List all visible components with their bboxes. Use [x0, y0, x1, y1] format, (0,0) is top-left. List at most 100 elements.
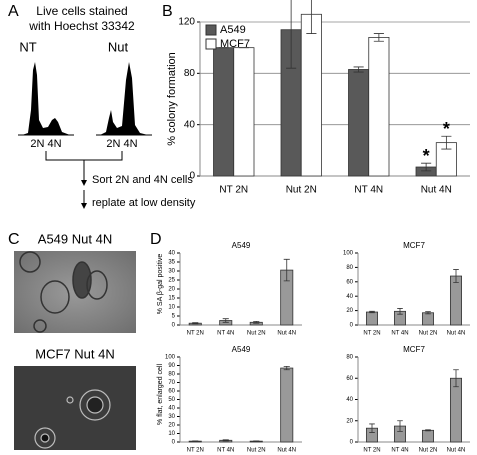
- y-tick-label: 15: [168, 296, 175, 302]
- y-tick-label: 80: [184, 68, 196, 79]
- x-tick-label: Nut 2N: [247, 448, 266, 454]
- y-tick-label: 60: [346, 279, 353, 285]
- error-bar: [369, 310, 375, 314]
- error-bar: [369, 423, 375, 433]
- x-tick-label: Nut 4N: [421, 185, 452, 196]
- error-bar: [453, 269, 459, 283]
- y-tick-label: 80: [168, 372, 175, 378]
- error-bar: [397, 308, 403, 315]
- bar: [421, 312, 434, 326]
- legend-swatch: [205, 38, 217, 50]
- bar: [449, 275, 462, 326]
- legend-label: A549: [220, 24, 246, 36]
- y-tick-label: 120: [178, 17, 195, 28]
- y-tick-label: 0: [350, 440, 354, 446]
- chart-title: A549: [232, 241, 251, 250]
- error-bar: [192, 322, 199, 325]
- x-tick-label: Nut 2N: [419, 331, 438, 337]
- x-tick-label: Nut 4N: [447, 448, 466, 454]
- x-tick-label: NT 2N: [187, 448, 204, 454]
- diagram-text: 2N 4N: [106, 138, 137, 150]
- error-bar: [192, 440, 199, 442]
- diagram-text: 2N 4N: [30, 138, 61, 150]
- image-label: MCF7 Nut 4N: [35, 346, 114, 361]
- legend-label: MCF7: [220, 38, 250, 50]
- x-tick-label: NT 4N: [391, 331, 408, 337]
- x-tick-label: NT 4N: [391, 448, 408, 454]
- x-tick-label: NT 4N: [217, 448, 234, 454]
- y-tick-label: 35: [168, 260, 175, 266]
- y-tick-label: 60: [346, 376, 353, 382]
- x-tick-label: NT 4N: [217, 331, 234, 337]
- bar: [300, 13, 322, 177]
- y-tick-label: 0: [189, 171, 195, 182]
- x-tick-label: NT 4N: [354, 185, 383, 196]
- x-tick-label: NT 2N: [219, 185, 248, 196]
- y-tick-label: 0: [350, 323, 354, 329]
- bar: [348, 69, 370, 177]
- diagram-text: NT: [19, 39, 36, 54]
- image-label: A549 Nut 4N: [38, 231, 112, 246]
- y-tick-label: 40: [168, 251, 175, 257]
- error-bar: [222, 439, 229, 442]
- diagram-text: with Hoechst 33342: [28, 19, 135, 33]
- annotation: *: [443, 119, 450, 139]
- error-bar: [253, 440, 260, 442]
- error-bar: [453, 369, 459, 388]
- y-axis-label: % SA β-gal positive: [157, 254, 164, 315]
- y-tick-label: 100: [165, 355, 176, 361]
- y-axis-label: % flat, enlarged cell: [157, 364, 164, 426]
- bar: [213, 47, 235, 177]
- y-tick-label: 20: [168, 287, 175, 293]
- error-bar: [283, 258, 290, 282]
- x-tick-label: NT 2N: [363, 331, 380, 337]
- error-bar: [373, 33, 384, 42]
- panel-label: D: [150, 231, 162, 248]
- y-tick-label: 0: [172, 323, 176, 329]
- panel-label: B: [162, 3, 173, 20]
- error-bar: [397, 420, 403, 432]
- diagram-text: Live cells stained: [36, 4, 127, 18]
- error-bar: [353, 66, 364, 73]
- error-bar: [425, 311, 431, 315]
- panel-label: C: [8, 231, 20, 248]
- chart-title: MCF7: [403, 345, 425, 354]
- y-tick-label: 80: [346, 265, 353, 271]
- error-bar: [283, 365, 290, 371]
- bar: [368, 37, 390, 177]
- error-bar: [306, 0, 317, 34]
- y-tick-label: 20: [346, 418, 353, 424]
- x-tick-label: Nut 4N: [447, 331, 466, 337]
- x-tick-label: Nut 2N: [286, 185, 317, 196]
- cells: [19, 251, 108, 333]
- arrow: [45, 151, 123, 183]
- bar: [421, 429, 434, 443]
- bar: [280, 367, 294, 443]
- bar: [365, 311, 378, 326]
- y-tick-label: 80: [346, 355, 353, 361]
- y-tick-label: 40: [184, 119, 196, 130]
- y-tick-label: 10: [168, 431, 175, 437]
- y-tick-label: 5: [172, 314, 176, 320]
- error-bar: [222, 318, 229, 323]
- y-tick-label: 0: [172, 440, 176, 446]
- y-tick-label: 40: [346, 397, 353, 403]
- legend-swatch: [205, 24, 217, 36]
- diagram-text: Sort 2N and 4N cells: [92, 174, 193, 186]
- error-bar: [425, 429, 431, 432]
- chart-title: A549: [232, 345, 251, 354]
- y-tick-label: 40: [168, 406, 175, 412]
- error-bar: [286, 0, 297, 69]
- y-tick-label: 30: [168, 269, 175, 275]
- y-tick-label: 100: [343, 251, 354, 257]
- y-tick-label: 50: [168, 397, 175, 403]
- error-bar: [421, 162, 432, 172]
- histogram: [22, 62, 70, 135]
- bar: [233, 47, 255, 177]
- micrograph: [14, 366, 136, 450]
- y-tick-label: 60: [168, 389, 175, 395]
- histogram: [100, 62, 148, 135]
- error-bar: [441, 135, 452, 150]
- panel-label: A: [8, 3, 19, 20]
- x-tick-label: NT 2N: [363, 448, 380, 454]
